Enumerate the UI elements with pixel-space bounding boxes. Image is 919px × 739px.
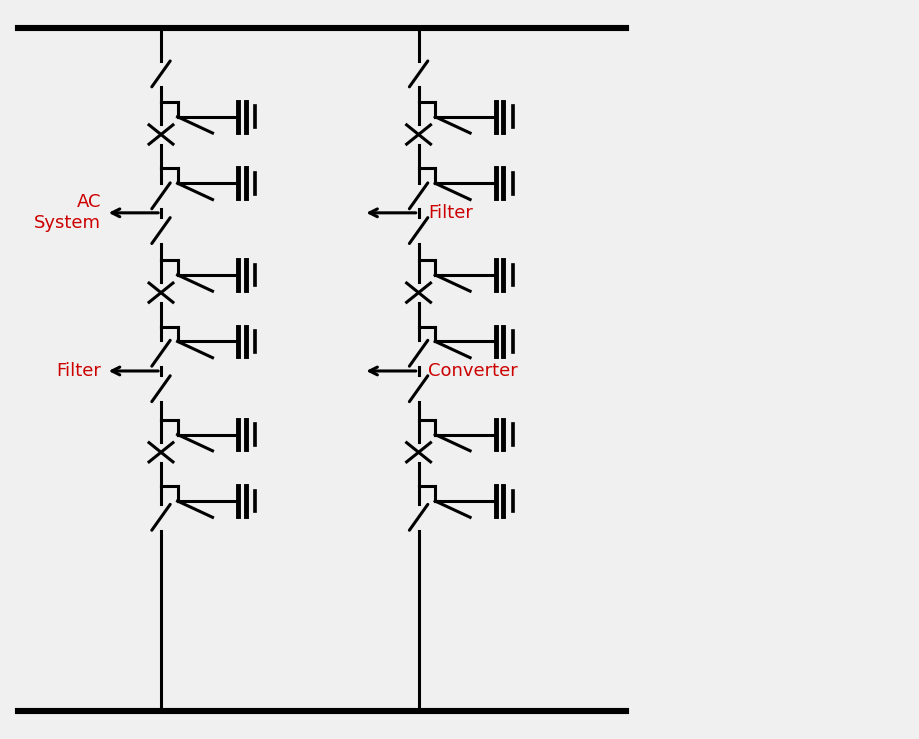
- Text: Filter: Filter: [56, 362, 101, 380]
- Text: Converter: Converter: [427, 362, 517, 380]
- Text: Filter: Filter: [427, 204, 472, 222]
- Text: AC
System: AC System: [34, 194, 101, 232]
